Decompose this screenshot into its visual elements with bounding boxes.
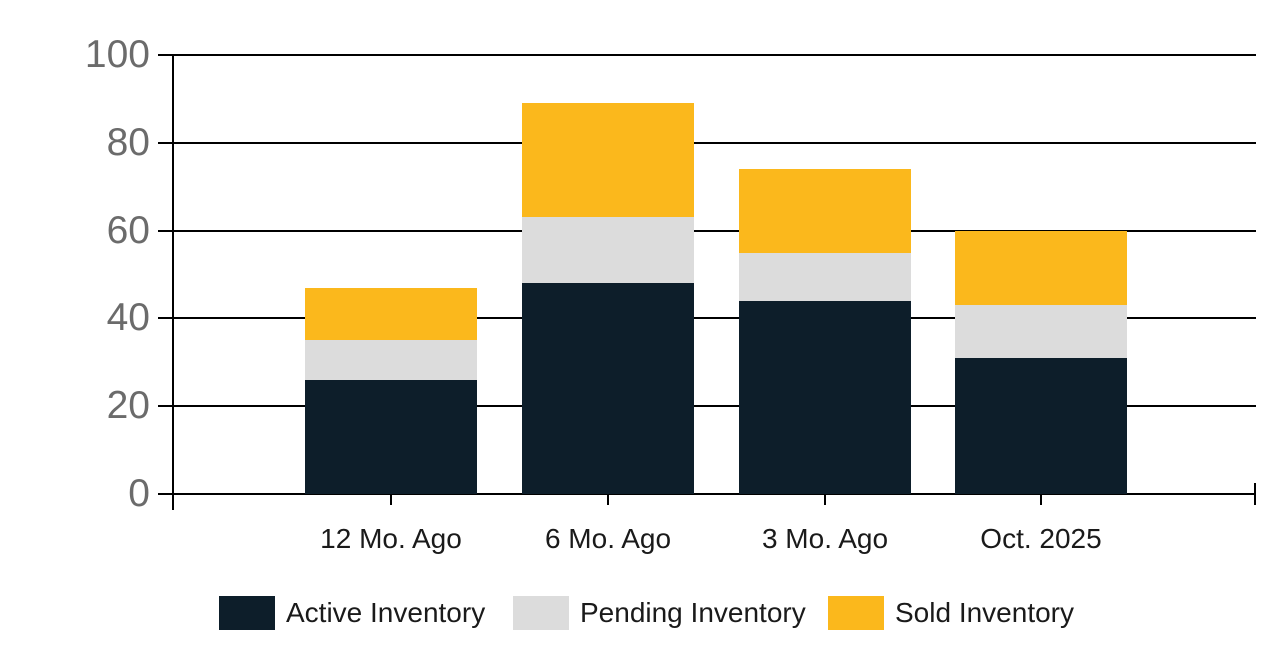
bar-segment-pending-inventory <box>522 217 694 284</box>
y-axis-tick <box>158 317 173 320</box>
x-axis-tick <box>390 494 392 505</box>
y-axis-tick <box>158 229 173 232</box>
y-axis-tick-label: 80 <box>106 120 150 164</box>
stacked-bar <box>522 55 694 494</box>
stacked-bar <box>739 55 911 494</box>
stacked-bar <box>305 55 477 494</box>
bar-segment-sold-inventory <box>739 169 911 253</box>
legend-label: Active Inventory <box>286 597 486 628</box>
gridline <box>173 141 1256 144</box>
legend-label: Sold Inventory <box>895 597 1074 628</box>
x-axis-category-label: 12 Mo. Ago <box>320 523 462 554</box>
legend-swatch-icon <box>828 596 884 630</box>
bar-segment-sold-inventory <box>305 287 477 341</box>
y-axis-tick-label: 60 <box>106 208 150 252</box>
legend-item: Pending Inventory <box>513 596 806 630</box>
y-axis-tick-label: 40 <box>106 296 150 340</box>
gridline <box>173 229 1256 232</box>
y-axis-tick <box>158 493 173 495</box>
plot-area <box>158 54 1256 510</box>
bar-segment-active-inventory <box>739 300 911 494</box>
gridline <box>173 317 1256 320</box>
y-axis-tick <box>158 141 173 144</box>
bar-segment-active-inventory <box>955 357 1127 494</box>
y-axis-tick <box>158 405 173 408</box>
x-axis-tick <box>824 494 826 505</box>
x-axis-category-label: Oct. 2025 <box>980 523 1102 554</box>
legend-label: Pending Inventory <box>580 597 806 628</box>
legend-swatch-icon <box>219 596 275 630</box>
x-axis-tick <box>607 494 609 505</box>
bar-segment-sold-inventory <box>955 230 1127 306</box>
bar-segment-active-inventory <box>305 379 477 494</box>
gridline <box>173 493 1256 495</box>
y-axis-tick-label: 100 <box>84 33 150 76</box>
bar-segment-pending-inventory <box>955 305 1127 358</box>
legend-item: Active Inventory <box>219 596 485 630</box>
x-axis-category-label: 3 Mo. Ago <box>761 523 889 554</box>
bar-segment-pending-inventory <box>305 340 477 380</box>
y-axis-tick-label: 0 <box>128 472 150 515</box>
y-axis-line <box>172 55 174 510</box>
y-axis-tick <box>158 54 173 56</box>
legend-swatch-icon <box>513 596 569 630</box>
x-axis-tick <box>1040 494 1042 505</box>
bar-segment-active-inventory <box>522 283 694 494</box>
bar-segment-sold-inventory <box>522 103 694 218</box>
x-axis-category-label: 6 Mo. Ago <box>544 523 672 554</box>
bar-segment-pending-inventory <box>739 252 911 301</box>
stacked-bar <box>955 55 1127 494</box>
gridline <box>173 405 1256 408</box>
legend-item: Sold Inventory <box>828 596 1074 630</box>
y-axis-tick-label: 20 <box>106 384 150 428</box>
gridline <box>173 54 1256 56</box>
